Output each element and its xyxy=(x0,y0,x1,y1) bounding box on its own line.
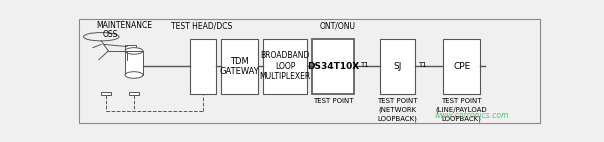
Text: ONT/ONU: ONT/ONU xyxy=(320,21,356,30)
Text: DS34T10X: DS34T10X xyxy=(307,62,359,71)
Text: BROADBAND
LOOP
MULTIPLEXER: BROADBAND LOOP MULTIPLEXER xyxy=(259,51,310,81)
Text: T1: T1 xyxy=(419,62,427,68)
Text: SJ: SJ xyxy=(393,62,402,71)
Text: TEST HEAD/DCS: TEST HEAD/DCS xyxy=(172,21,233,30)
Text: OSS: OSS xyxy=(103,30,118,39)
FancyBboxPatch shape xyxy=(79,19,540,123)
Text: LOOPBACK): LOOPBACK) xyxy=(442,115,481,122)
FancyBboxPatch shape xyxy=(443,39,480,94)
Ellipse shape xyxy=(125,48,143,54)
Text: TDM
GATEWAY: TDM GATEWAY xyxy=(219,57,259,76)
Text: CPE: CPE xyxy=(453,62,471,71)
FancyBboxPatch shape xyxy=(312,39,354,94)
FancyBboxPatch shape xyxy=(263,39,307,94)
FancyBboxPatch shape xyxy=(220,39,258,94)
FancyBboxPatch shape xyxy=(129,92,139,95)
Text: www.cntronics.com: www.cntronics.com xyxy=(434,111,508,120)
FancyBboxPatch shape xyxy=(125,51,143,75)
Text: T1: T1 xyxy=(361,62,369,68)
Text: (NETWORK: (NETWORK xyxy=(379,107,417,113)
Ellipse shape xyxy=(125,72,143,78)
FancyBboxPatch shape xyxy=(101,92,111,95)
Text: TEST POINT: TEST POINT xyxy=(378,98,418,104)
Text: TEST POINT: TEST POINT xyxy=(313,98,353,104)
FancyBboxPatch shape xyxy=(190,39,216,94)
FancyBboxPatch shape xyxy=(124,45,137,51)
Text: MAINTENANCE: MAINTENANCE xyxy=(97,21,153,30)
FancyBboxPatch shape xyxy=(380,39,415,94)
Text: (LINE/PAYLOAD: (LINE/PAYLOAD xyxy=(436,107,487,113)
Text: LOOPBACK): LOOPBACK) xyxy=(378,115,417,122)
Text: TEST POINT: TEST POINT xyxy=(442,98,482,104)
